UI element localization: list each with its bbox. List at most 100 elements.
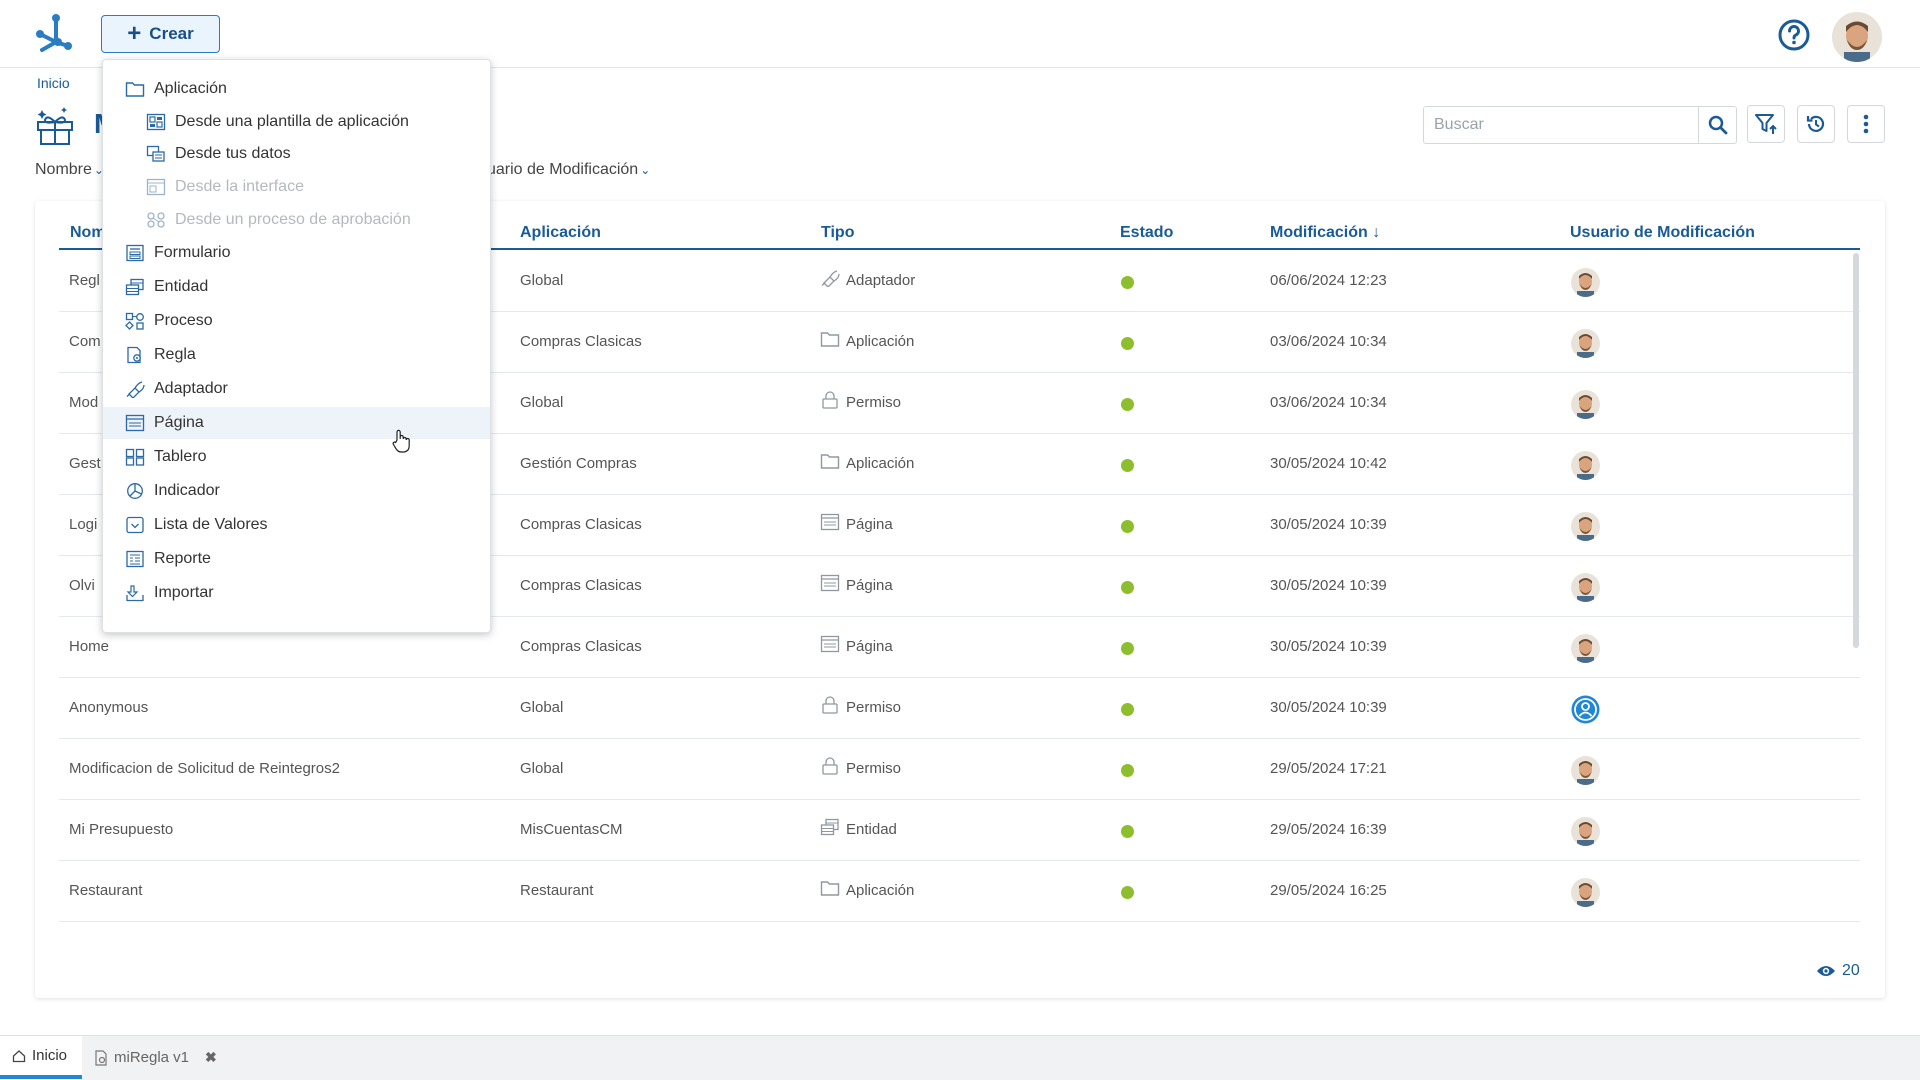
menu-item-proceso[interactable]: Proceso xyxy=(103,305,490,337)
menu-item-label: Proceso xyxy=(154,311,213,329)
rule-icon xyxy=(95,1049,107,1066)
row-aplicacion: MisCuentasCM xyxy=(520,821,623,838)
menu-item-label: Página xyxy=(154,413,204,431)
row-tipo-label: Permiso xyxy=(846,698,902,716)
row-modificacion: 03/06/2024 10:34 xyxy=(1270,333,1387,350)
table-row[interactable]: Regl Global Adaptador 06/06/2024 12:23 xyxy=(59,251,1860,312)
menu-item-desde-tus-datos[interactable]: Desde tus datos xyxy=(103,138,490,170)
menu-item-label: Tablero xyxy=(154,447,207,465)
menu-item-label: Desde una plantilla de aplicación xyxy=(175,112,409,130)
history-button[interactable] xyxy=(1797,105,1835,143)
menu-item-página[interactable]: Página xyxy=(103,406,490,439)
menu-item-formulario[interactable]: Formulario xyxy=(103,237,490,269)
menu-item-label: Desde tus datos xyxy=(175,145,291,163)
row-modificacion: 30/05/2024 10:42 xyxy=(1270,455,1387,472)
folder-icon xyxy=(820,330,840,352)
row-aplicacion: Global xyxy=(520,760,564,777)
menu-item-regla[interactable]: Regla xyxy=(103,339,490,371)
data-icon xyxy=(145,143,167,165)
user-avatar[interactable] xyxy=(1832,12,1882,62)
chevron-down-icon: ⌄ xyxy=(640,163,651,177)
folder-icon xyxy=(820,452,840,474)
create-menu: Aplicación Desde una plantilla de aplicac… xyxy=(102,59,491,633)
row-nombre: Gest xyxy=(69,455,101,472)
table-row[interactable]: Restaurant Restaurant Aplicación 29/05/2024… xyxy=(59,861,1860,922)
col-modificacion[interactable]: Modificación ↓ xyxy=(1270,224,1380,242)
col-estado[interactable]: Estado xyxy=(1120,224,1174,241)
row-tipo: Página xyxy=(820,574,893,596)
close-icon[interactable]: ✖ xyxy=(205,1049,217,1065)
menu-item-entidad[interactable]: Entidad xyxy=(103,271,490,303)
row-modificacion: 30/05/2024 10:39 xyxy=(1270,577,1387,594)
tab-miregla-label: miRegla v1 xyxy=(114,1049,190,1066)
table-row[interactable]: Home Compras Clasicas Página 30/05/2024 10:… xyxy=(59,617,1860,678)
scrollbar[interactable] xyxy=(1853,253,1859,648)
table-header: Nom Aplicación Tipo Estado Modificación … xyxy=(59,218,1860,250)
table-row[interactable]: Olvi Compras Clasicas Página 30/05/2024 10:… xyxy=(59,556,1860,617)
avatar xyxy=(1571,634,1600,663)
menu-item-lista-de-valores[interactable]: Lista de Valores xyxy=(103,509,490,541)
col-aplicacion[interactable]: Aplicación xyxy=(520,224,601,241)
help-icon[interactable] xyxy=(1777,18,1811,52)
top-bar: + Crear xyxy=(0,0,1920,68)
avatar xyxy=(1571,573,1600,602)
eye-icon xyxy=(1817,966,1835,976)
tab-inicio[interactable]: Inicio xyxy=(0,1036,82,1079)
table-row[interactable]: Logi Compras Clasicas Página 30/05/2024 10:… xyxy=(59,495,1860,556)
avatar xyxy=(1571,390,1600,419)
filter-usuario[interactable]: uario de Modificación ⌄ xyxy=(487,161,650,179)
row-modificacion: 30/05/2024 10:39 xyxy=(1270,638,1387,655)
result-count: 20 xyxy=(1816,962,1860,980)
menu-item-importar[interactable]: Importar xyxy=(103,577,490,609)
menu-item-label: Formulario xyxy=(154,243,231,261)
row-modificacion: 29/05/2024 17:21 xyxy=(1270,760,1387,777)
tab-miregla[interactable]: miRegla v1 ✖ xyxy=(94,1036,217,1079)
approval-icon xyxy=(145,209,167,231)
filter-button[interactable] xyxy=(1747,105,1785,143)
table-row[interactable]: Anonymous Global Permiso 30/05/2024 10:39 xyxy=(59,678,1860,739)
menu-item-label: Aplicación xyxy=(154,80,227,97)
search-button[interactable] xyxy=(1698,107,1736,143)
app-logo[interactable] xyxy=(34,12,78,56)
search-icon xyxy=(1708,115,1727,135)
col-tipo[interactable]: Tipo xyxy=(821,224,855,241)
menu-item-aplicación[interactable]: Aplicación xyxy=(103,73,490,105)
menu-item-indicador[interactable]: Indicador xyxy=(103,475,490,507)
col-usuario[interactable]: Usuario de Modificación xyxy=(1570,224,1755,241)
row-aplicacion: Global xyxy=(520,272,564,289)
row-aplicacion: Global xyxy=(520,394,564,411)
avatar xyxy=(1571,268,1600,297)
menu-item-reporte[interactable]: Reporte xyxy=(103,543,490,575)
folder-icon xyxy=(124,78,146,100)
tab-inicio-label: Inicio xyxy=(32,1047,68,1064)
menu-item-label: Adaptador xyxy=(154,379,228,397)
row-nombre: Modificacion de Solicitud de Reintegros2 xyxy=(69,760,340,777)
breadcrumb[interactable]: Inicio xyxy=(37,75,70,91)
menu-item-label: Indicador xyxy=(154,481,220,499)
row-tipo: Aplicación xyxy=(820,330,914,352)
more-options-button[interactable] xyxy=(1847,105,1885,143)
row-tipo-label: Página xyxy=(846,637,893,655)
row-tipo: Permiso xyxy=(820,757,901,779)
create-button[interactable]: + Crear xyxy=(101,15,220,53)
table-row[interactable]: Modificacion de Solicitud de Reintegros2… xyxy=(59,739,1860,800)
col-modificacion-label: Modificación xyxy=(1270,224,1368,241)
menu-item-adaptador[interactable]: Adaptador xyxy=(103,373,490,405)
row-tipo-label: Aplicación xyxy=(846,332,915,350)
col-nombre[interactable]: Nom xyxy=(70,224,106,241)
filter-nombre[interactable]: Nombre ⌄ xyxy=(35,161,104,179)
table-row[interactable]: Gest Gestión Compras Aplicación 30/05/2024 … xyxy=(59,434,1860,495)
menu-item-desde-una-plantilla-de-aplicación[interactable]: Desde una plantilla de aplicación xyxy=(103,106,490,138)
menu-item-tablero[interactable]: Tablero xyxy=(103,441,490,473)
row-nombre: Olvi xyxy=(69,577,95,594)
value-list-icon xyxy=(124,514,146,536)
row-nombre: Anonymous xyxy=(69,699,149,716)
table-row[interactable]: Mod Global Permiso 03/06/2024 10:34 xyxy=(59,373,1860,434)
table-row[interactable]: Com Compras Clasicas Aplicación 03/06/2024 … xyxy=(59,312,1860,373)
row-nombre: Mod xyxy=(69,394,99,411)
import-icon xyxy=(124,582,146,604)
avatar xyxy=(1571,756,1600,785)
search-input[interactable] xyxy=(1424,107,1697,143)
gift-icon xyxy=(34,104,76,146)
table-row[interactable]: Mi Presupuesto MisCuentasCM Entidad 29/05/2… xyxy=(59,800,1860,861)
